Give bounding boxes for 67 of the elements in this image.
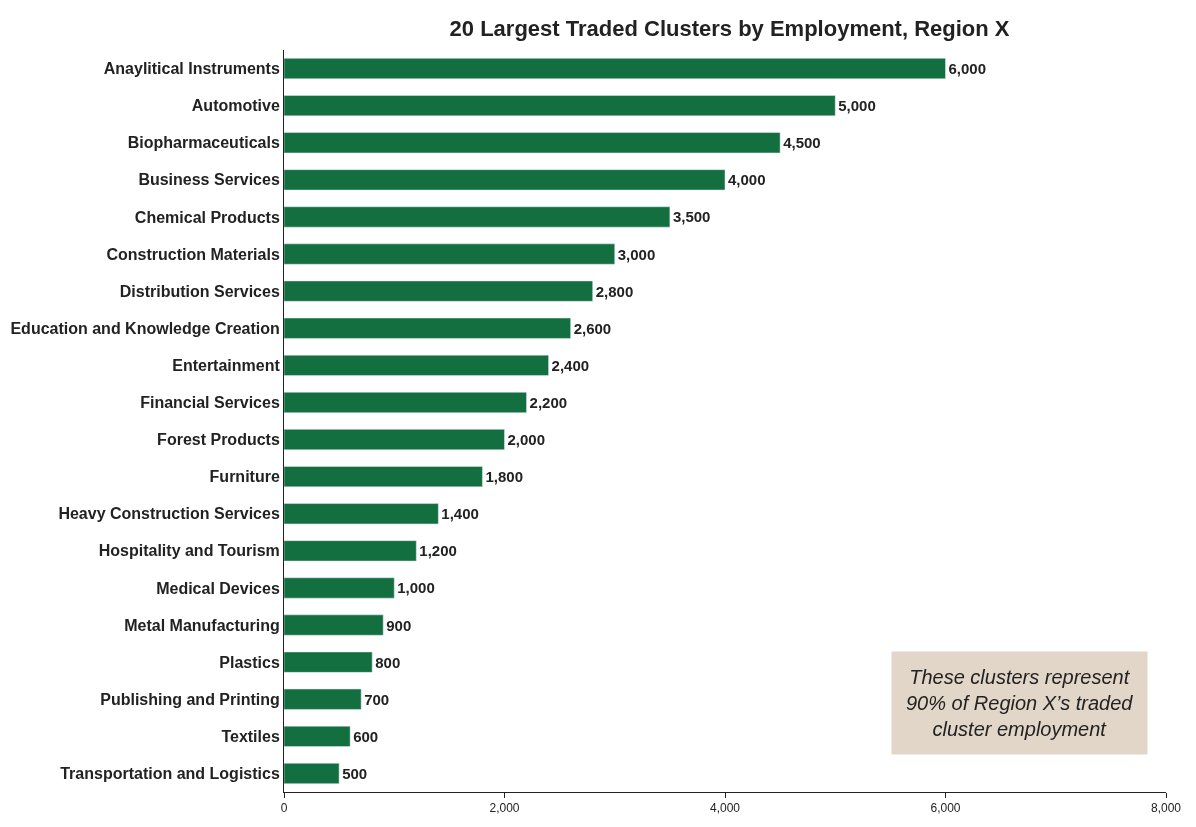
y-tick-label: Construction Materials (106, 245, 280, 263)
data-label: 1,200 (419, 542, 457, 560)
data-label: 700 (364, 690, 390, 708)
bar (284, 95, 836, 117)
bar (284, 169, 726, 191)
data-label: 800 (375, 653, 401, 671)
data-label: 1,000 (397, 579, 435, 597)
y-tick-label: Metal Manufacturing (124, 616, 280, 634)
data-label: 2,400 (551, 356, 590, 374)
bar (284, 725, 351, 747)
bar (284, 429, 505, 450)
y-tick-label: Distribution Services (119, 282, 280, 300)
bar (284, 651, 373, 673)
data-label: 4,500 (783, 134, 821, 152)
bar (284, 540, 417, 562)
x-tick-label: 4,000 (709, 801, 741, 816)
x-tick-label: 0 (280, 801, 288, 816)
data-label: 1,800 (485, 468, 523, 486)
data-label: 2,600 (573, 319, 612, 337)
bar (284, 58, 946, 79)
data-label: 2,000 (507, 431, 546, 449)
data-label: 2,200 (529, 393, 568, 411)
data-label: 4,000 (728, 171, 766, 189)
y-tick-label: Anaylitical Instruments (103, 60, 280, 78)
bar (284, 392, 527, 413)
bar (284, 243, 615, 265)
y-tick-label: Plastics (219, 653, 280, 671)
y-tick-label: Education and Knowledge Creation (10, 319, 280, 337)
y-tick-label: Publishing and Printing (100, 690, 280, 708)
y-tick-label: Furniture (209, 468, 280, 486)
bar (284, 206, 671, 228)
y-tick-label: Textiles (221, 727, 280, 745)
data-label: 500 (342, 764, 368, 782)
data-label: 6,000 (948, 60, 987, 78)
data-label: 900 (386, 616, 412, 634)
y-tick-label: Forest Products (157, 431, 280, 449)
bar (284, 132, 781, 154)
bar (284, 614, 384, 636)
annotation: These clusters represent 90% of Region X’s traded cluster employment (906, 666, 1134, 740)
bar (284, 354, 549, 376)
y-tick-label: Automotive (191, 97, 280, 115)
y-tick-label: Biopharmaceuticals (127, 134, 280, 152)
y-tick-label: Hospitality and Tourism (98, 542, 280, 560)
x-tick-label: 8,000 (1150, 801, 1182, 816)
bar (284, 503, 439, 525)
data-label: 600 (353, 727, 379, 745)
x-tick-label: 6,000 (930, 801, 961, 816)
data-label: 2,800 (595, 282, 634, 300)
y-tick-label: Financial Services (140, 394, 280, 412)
data-label: 3,000 (617, 245, 656, 263)
data-label: 1,400 (441, 505, 479, 523)
bar (284, 763, 340, 784)
x-tick-label: 2,000 (489, 801, 520, 816)
bar (284, 280, 593, 302)
bar (284, 577, 395, 599)
y-tick-label: Heavy Construction Services (58, 505, 280, 523)
bar (284, 466, 483, 488)
data-label: 5,000 (838, 97, 876, 115)
y-tick-label: Entertainment (172, 356, 281, 374)
y-tick-label: Medical Devices (156, 579, 280, 597)
data-label: 3,500 (672, 208, 711, 226)
bar (284, 317, 571, 339)
bar (284, 688, 362, 710)
y-tick-label: Chemical Products (134, 208, 280, 226)
y-tick-label: Transportation and Logistics (60, 765, 280, 783)
chart-title: 20 Largest Traded Clusters by Employment, Region X (449, 16, 1010, 42)
y-tick-label: Business Services (138, 171, 280, 189)
